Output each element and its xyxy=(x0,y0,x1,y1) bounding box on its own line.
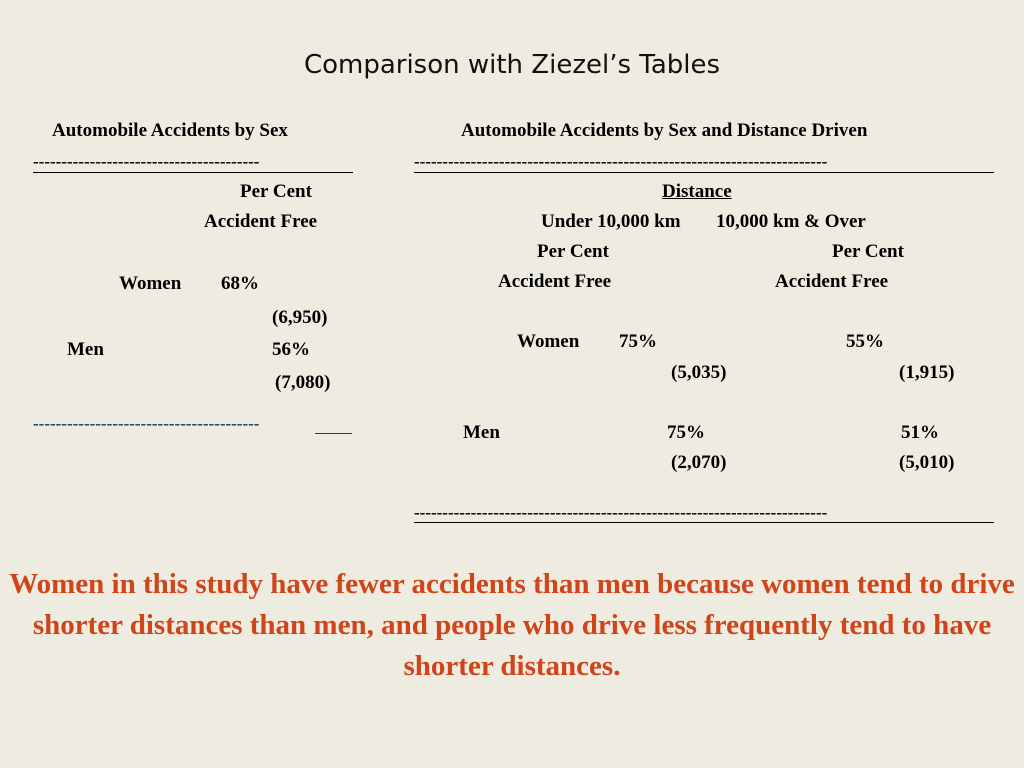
right-table-heading: Automobile Accidents by Sex and Distance… xyxy=(461,120,868,141)
right-row-men-n1: (2,070) xyxy=(671,452,727,473)
right-table-bottom-underline xyxy=(414,522,994,523)
right-table-bottom-rule: ----------------------------------------… xyxy=(414,503,828,522)
right-row-men-label: Men xyxy=(463,422,500,443)
right-table-top-underline xyxy=(414,172,994,173)
left-row-women-n: (6,950) xyxy=(272,307,328,328)
right-row-men-p1: 75% xyxy=(667,422,705,443)
col2-header-2: Accident Free xyxy=(775,271,889,292)
left-row-women-label: Women xyxy=(119,273,182,294)
right-row-women-p2: 55% xyxy=(846,331,884,352)
col2-range: 10,000 km & Over xyxy=(716,211,866,232)
left-col-header-1: Per Cent xyxy=(240,181,312,202)
right-row-men-n2: (5,010) xyxy=(899,452,955,473)
right-row-men-p2: 51% xyxy=(901,422,939,443)
left-col-header-2: Accident Free xyxy=(204,211,318,232)
left-table-bottom-underline xyxy=(315,433,352,434)
left-table-top-underline xyxy=(33,172,353,173)
col1-header-2: Accident Free xyxy=(498,271,612,292)
right-table-top-rule: ----------------------------------------… xyxy=(414,152,828,171)
right-row-women-p1: 75% xyxy=(619,331,657,352)
conclusion-text: Women in this study have fewer accidents… xyxy=(9,568,1015,682)
distance-label: Distance xyxy=(662,181,732,202)
right-row-women-n1: (5,035) xyxy=(671,362,727,383)
col1-range: Under 10,000 km xyxy=(541,211,681,232)
right-row-women-n2: (1,915) xyxy=(899,362,955,383)
right-row-women-label: Women xyxy=(517,331,580,352)
left-row-men-label: Men xyxy=(67,339,104,360)
left-table-bottom-rule: ---------------------------------------- xyxy=(33,414,260,433)
left-row-men-n: (7,080) xyxy=(275,372,331,393)
slide-title: Comparison with Ziezel’s Tables xyxy=(303,50,721,80)
left-table-heading: Automobile Accidents by Sex xyxy=(52,120,288,141)
col1-header-1: Per Cent xyxy=(537,241,609,262)
left-row-men-percent: 56% xyxy=(272,339,310,360)
left-row-women-percent: 68% xyxy=(221,273,259,294)
left-table-top-rule: ---------------------------------------- xyxy=(33,152,260,171)
col2-header-1: Per Cent xyxy=(832,241,904,262)
